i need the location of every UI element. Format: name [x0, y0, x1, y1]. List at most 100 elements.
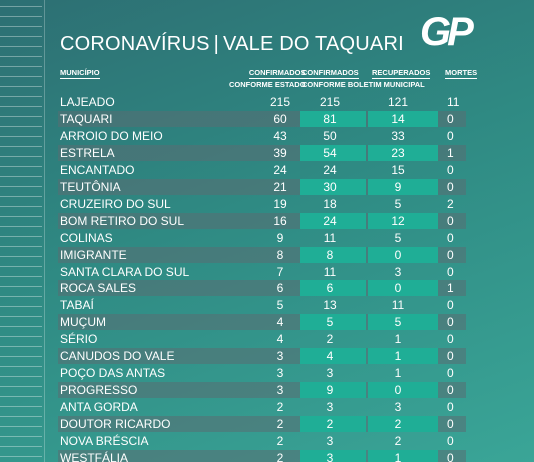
municipality: WESTFÁLIA: [60, 450, 129, 462]
margin-line: [0, 156, 42, 157]
cell-value: 0: [447, 298, 454, 313]
cell-value: 60: [273, 111, 287, 126]
margin-line: [0, 246, 42, 247]
cell-value: 0: [447, 179, 454, 194]
cell-value: 4: [326, 349, 334, 364]
municipality: SÉRIO: [60, 332, 98, 347]
cell-value: 0: [394, 281, 402, 296]
margin-line: [0, 356, 42, 357]
cell-value: 9: [394, 179, 402, 194]
column-highlight: [368, 178, 438, 195]
margin-line: [0, 366, 42, 367]
column-highlight: [368, 110, 438, 127]
cell-value: 15: [391, 162, 405, 177]
margin-line: [0, 386, 42, 387]
margin-line: [0, 136, 42, 137]
column-highlight: [368, 144, 438, 161]
column-highlight: [300, 382, 366, 399]
margin-line: [0, 376, 42, 377]
column-highlight: [300, 178, 366, 195]
column-highlight: [300, 110, 366, 127]
cell-value: 3: [326, 366, 334, 381]
header-title: MORTES: [445, 68, 478, 79]
margin-line: [0, 226, 42, 227]
cell-value: 0: [447, 434, 454, 448]
cell-value: 0: [447, 366, 454, 381]
cell-value: 81: [323, 111, 337, 126]
municipality: SANTA CLARA DO SUL: [60, 264, 190, 279]
cell-value: 0: [447, 349, 454, 364]
municipality: POÇO DAS ANTAS: [60, 366, 166, 381]
cell-value: 14: [391, 111, 405, 126]
cell-value: 3: [394, 400, 402, 415]
margin-line: [0, 436, 42, 437]
column-highlight: [368, 314, 438, 331]
margin-line: [0, 416, 42, 417]
municipality: ROCA SALES: [60, 281, 137, 296]
cell-value: 24: [323, 213, 337, 228]
cell-value: 6: [326, 281, 334, 296]
margin-line: [0, 446, 42, 447]
column-highlight: [300, 348, 366, 365]
header-note: CONFORME ESTADO: [229, 80, 306, 89]
municipality: ARROIO DO MEIO: [60, 128, 163, 143]
cell-value: 33: [391, 128, 405, 143]
column-highlight: [368, 246, 438, 263]
column-highlight: [368, 382, 438, 399]
margin-line: [0, 426, 42, 427]
cell-value: 0: [447, 128, 454, 143]
municipality: IMIGRANTE: [60, 247, 127, 262]
margin-line: [0, 406, 42, 407]
cell-value: 8: [326, 247, 334, 262]
municipality: NOVA BRÉSCIA: [60, 434, 149, 448]
cell-value: 0: [394, 247, 402, 262]
cell-value: 11: [391, 298, 405, 313]
cell-value: 18: [323, 196, 337, 211]
margin-line: [0, 336, 42, 337]
cell-value: 0: [447, 213, 454, 228]
cell-value: 39: [273, 145, 287, 160]
municipality: TEUTÔNIA: [60, 179, 121, 194]
margin-line: [0, 166, 42, 167]
margin-line: [0, 106, 42, 107]
cell-value: 1: [394, 349, 402, 364]
municipality: TABAÍ: [60, 298, 94, 313]
cell-value: 11: [323, 230, 337, 245]
subtitle-text: VALE DO TAQUARI: [223, 33, 404, 55]
cell-value: 0: [447, 332, 454, 347]
cell-value: 5: [394, 196, 402, 211]
cell-value: 3: [326, 400, 334, 415]
margin-line: [0, 186, 42, 187]
column-highlight: [368, 212, 438, 229]
cell-value: 12: [391, 213, 405, 228]
municipality: ANTA GORDA: [60, 400, 138, 415]
cell-value: 2: [394, 434, 402, 448]
cell-value: 13: [323, 298, 337, 313]
cell-value: 0: [447, 315, 454, 330]
column-highlight: [368, 348, 438, 365]
margin-line: [0, 26, 42, 27]
municipality: COLINAS: [60, 230, 113, 245]
cell-value: 5: [394, 230, 402, 245]
municipality: DOUTOR RICARDO: [60, 417, 171, 432]
column-highlight: [300, 416, 366, 433]
cell-value: 16: [273, 213, 287, 228]
cell-value: 2: [276, 434, 284, 448]
municipality: LAJEADO: [60, 95, 115, 109]
column-highlight: [300, 212, 366, 229]
cell-value: 0: [447, 230, 454, 245]
column-header: RECUPERADOS: [372, 68, 431, 79]
column-header: CONFIRMADOS CONFORME BOLETIM MUNICIPAL: [302, 68, 425, 89]
cell-value: 7: [276, 264, 284, 279]
column-highlight: [300, 144, 366, 161]
header-title: RECUPERADOS: [372, 68, 431, 79]
cell-value: 3: [276, 383, 284, 398]
margin-line: [0, 36, 42, 37]
cell-value: 0: [447, 162, 454, 177]
municipality: ENCANTADO: [60, 162, 135, 177]
cell-value: 2: [276, 450, 284, 462]
cell-value: 215: [319, 95, 341, 109]
margin-line: [0, 216, 42, 217]
cell-value: 0: [394, 383, 402, 398]
cell-value: 0: [447, 400, 454, 415]
